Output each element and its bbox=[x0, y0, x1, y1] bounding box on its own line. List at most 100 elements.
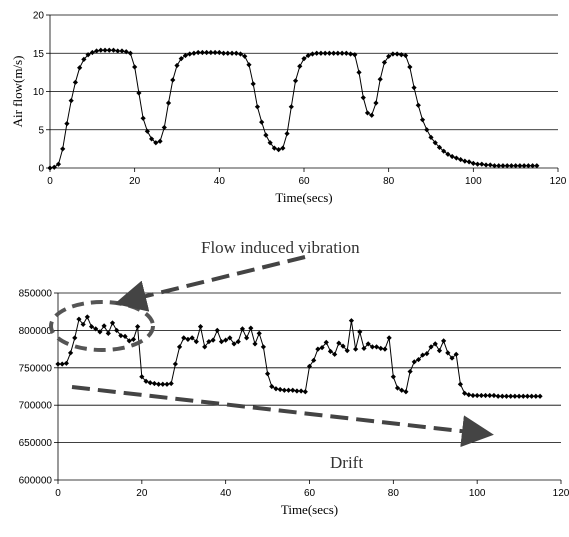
x-tick-label: 120 bbox=[550, 176, 567, 187]
data-point bbox=[319, 345, 325, 351]
data-point bbox=[290, 387, 296, 393]
data-point bbox=[470, 392, 476, 399]
data-point bbox=[521, 163, 527, 169]
data-point bbox=[377, 76, 383, 82]
series-line bbox=[58, 315, 540, 397]
x-tick-label: 80 bbox=[388, 488, 400, 499]
data-point bbox=[143, 378, 149, 384]
data-point bbox=[84, 314, 90, 320]
data-point bbox=[445, 151, 451, 157]
data-point bbox=[182, 52, 189, 59]
data-point bbox=[369, 112, 375, 118]
data-point bbox=[260, 344, 266, 350]
data-point bbox=[357, 329, 363, 335]
data-point bbox=[381, 59, 388, 66]
data-point bbox=[101, 323, 107, 329]
data-point bbox=[428, 344, 434, 350]
y-tick-label: 5 bbox=[38, 125, 44, 136]
data-point bbox=[458, 156, 464, 163]
data-point bbox=[72, 79, 78, 85]
data-point bbox=[424, 350, 430, 357]
data-point bbox=[517, 163, 523, 169]
data-point bbox=[63, 360, 69, 366]
data-point bbox=[360, 95, 366, 101]
data-point bbox=[382, 346, 388, 352]
data-point bbox=[478, 392, 484, 399]
data-point bbox=[386, 53, 392, 59]
annotation-drift: Drift bbox=[330, 453, 363, 472]
data-point bbox=[411, 85, 417, 91]
data-point bbox=[298, 388, 304, 394]
data-point bbox=[339, 50, 345, 56]
data-point bbox=[214, 327, 220, 333]
data-point bbox=[331, 50, 337, 56]
data-point bbox=[132, 64, 138, 70]
data-point bbox=[487, 162, 493, 168]
data-point bbox=[250, 81, 256, 87]
data-point bbox=[530, 163, 536, 169]
data-point bbox=[199, 49, 205, 56]
data-point bbox=[122, 333, 128, 339]
data-point bbox=[305, 52, 311, 59]
data-point bbox=[462, 158, 468, 164]
data-point bbox=[80, 321, 86, 328]
x-axis-label: Time(secs) bbox=[281, 502, 338, 517]
data-point bbox=[161, 124, 167, 131]
data-point bbox=[189, 335, 195, 341]
data-point bbox=[151, 380, 158, 387]
data-point bbox=[335, 50, 341, 56]
data-point bbox=[246, 62, 252, 68]
data-point bbox=[466, 392, 472, 398]
data-point bbox=[533, 393, 539, 399]
data-point bbox=[176, 344, 183, 350]
data-point bbox=[323, 339, 329, 345]
data-point bbox=[51, 164, 57, 170]
data-point bbox=[336, 340, 342, 346]
data-point bbox=[432, 140, 438, 146]
data-point bbox=[231, 341, 237, 347]
data-point bbox=[195, 49, 201, 56]
data-point bbox=[398, 52, 404, 58]
air-flow-chart: 0 5 10 15 20 0 20 40 60 80 100 120 Time(secs) Air flo… bbox=[10, 11, 567, 206]
x-tick-label: 40 bbox=[220, 488, 232, 499]
data-point bbox=[353, 346, 359, 352]
data-point bbox=[263, 132, 269, 138]
data-point bbox=[500, 163, 506, 169]
x-tick-label: 100 bbox=[469, 488, 486, 499]
data-point bbox=[218, 339, 225, 345]
data-point bbox=[239, 326, 246, 332]
data-point bbox=[364, 110, 371, 116]
data-point bbox=[297, 63, 303, 69]
data-point bbox=[164, 381, 170, 387]
data-point bbox=[157, 138, 163, 144]
data-point bbox=[419, 117, 426, 123]
data-point bbox=[415, 356, 422, 363]
data-point bbox=[340, 343, 346, 349]
data-point bbox=[356, 69, 362, 75]
data-point bbox=[428, 134, 434, 140]
data-point bbox=[193, 339, 199, 345]
data-point bbox=[248, 325, 254, 331]
data-point bbox=[365, 341, 371, 347]
data-point bbox=[466, 159, 472, 165]
data-point bbox=[394, 51, 400, 57]
data-point bbox=[244, 335, 250, 341]
data-point bbox=[432, 341, 438, 347]
data-point bbox=[273, 386, 279, 392]
data-point bbox=[315, 346, 321, 352]
x-tick-label: 0 bbox=[55, 488, 61, 499]
data-point bbox=[60, 146, 66, 152]
data-point bbox=[81, 56, 87, 62]
data-point bbox=[191, 50, 197, 56]
data-point bbox=[343, 50, 349, 56]
data-point bbox=[237, 51, 244, 57]
data-point bbox=[130, 336, 137, 342]
data-point bbox=[88, 324, 95, 330]
data-point bbox=[309, 51, 316, 57]
data-point bbox=[67, 350, 74, 356]
data-point bbox=[453, 155, 459, 161]
drift-arrow bbox=[71, 385, 494, 448]
data-point bbox=[210, 337, 216, 343]
x-tick-label: 0 bbox=[47, 176, 53, 187]
data-point bbox=[64, 121, 70, 127]
